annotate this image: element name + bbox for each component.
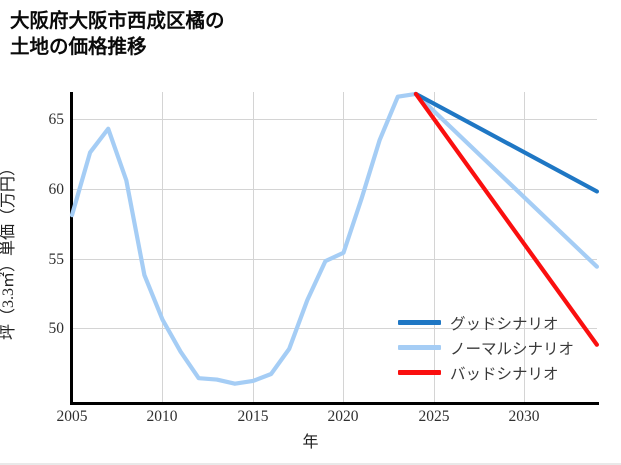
x-tick-label-2015: 2015 bbox=[237, 408, 269, 425]
x-tick-label-2010: 2010 bbox=[146, 408, 178, 425]
x-axis-line bbox=[70, 402, 599, 405]
y-tick-label-50: 50 bbox=[48, 320, 65, 337]
y-tick-label-60: 60 bbox=[48, 181, 65, 198]
y-axis-line bbox=[70, 92, 73, 404]
x-tick-label-2020: 2020 bbox=[327, 408, 359, 425]
chart-legend: グッドシナリオ ノーマルシナリオ バッドシナリオ bbox=[398, 310, 574, 385]
x-axis-title: 年 bbox=[302, 434, 319, 451]
legend-swatch-bad bbox=[398, 370, 441, 375]
gridline-x-2010 bbox=[162, 92, 163, 404]
chart-title: 大阪府大阪市西成区橘の 土地の価格推移 bbox=[10, 10, 225, 58]
legend-item-bad[interactable]: バッドシナリオ bbox=[398, 360, 574, 385]
y-axis-title: 坪（3.3㎡）単価（万円） bbox=[0, 0, 18, 340]
legend-item-normal[interactable]: ノーマルシナリオ bbox=[398, 335, 574, 360]
legend-swatch-normal bbox=[398, 345, 441, 350]
x-tick-label-2025: 2025 bbox=[418, 408, 450, 425]
gridline-x-2020 bbox=[343, 92, 344, 404]
legend-label-bad: バッドシナリオ bbox=[450, 365, 559, 383]
y-tick-label-55: 55 bbox=[48, 251, 65, 268]
legend-swatch-good bbox=[398, 320, 441, 325]
gridline-y-65 bbox=[72, 119, 597, 120]
gridline-x-2015 bbox=[253, 92, 254, 404]
gridline-y-55 bbox=[72, 259, 597, 260]
x-tick-label-2005: 2005 bbox=[56, 408, 88, 425]
legend-item-good[interactable]: グッドシナリオ bbox=[398, 310, 574, 335]
legend-label-normal: ノーマルシナリオ bbox=[450, 340, 575, 358]
y-tick-label-65: 65 bbox=[48, 111, 65, 128]
x-tick-label-2030: 2030 bbox=[508, 408, 540, 425]
y-axis-title-text: 坪（3.3㎡）単価（万円） bbox=[0, 160, 17, 341]
legend-label-good: グッドシナリオ bbox=[450, 315, 559, 333]
gridline-y-60 bbox=[72, 189, 597, 190]
